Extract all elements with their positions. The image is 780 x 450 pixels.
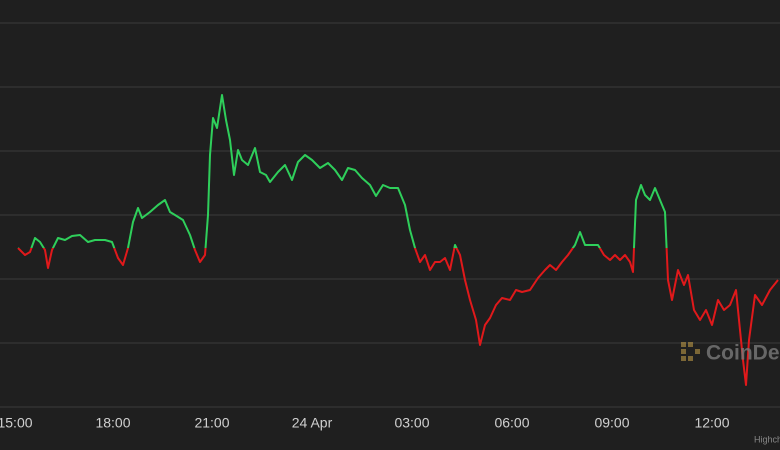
credit: Highcharts.com — [754, 434, 780, 444]
x-tick-label: 06:00 — [494, 415, 529, 431]
x-tick-label: 12:00 — [694, 415, 729, 431]
x-tick-label: 18:00 — [95, 415, 130, 431]
watermark-logo — [681, 342, 700, 361]
x-tick-label: 03:00 — [394, 415, 429, 431]
price-line-above — [18, 94, 668, 248]
x-tick-label: 09:00 — [594, 415, 629, 431]
x-tick-label: 15:00 — [0, 415, 33, 431]
watermark: CoinDesk — [706, 342, 780, 365]
x-tick-label: 24 Apr — [292, 415, 333, 431]
x-tick-label: 21:00 — [194, 415, 229, 431]
